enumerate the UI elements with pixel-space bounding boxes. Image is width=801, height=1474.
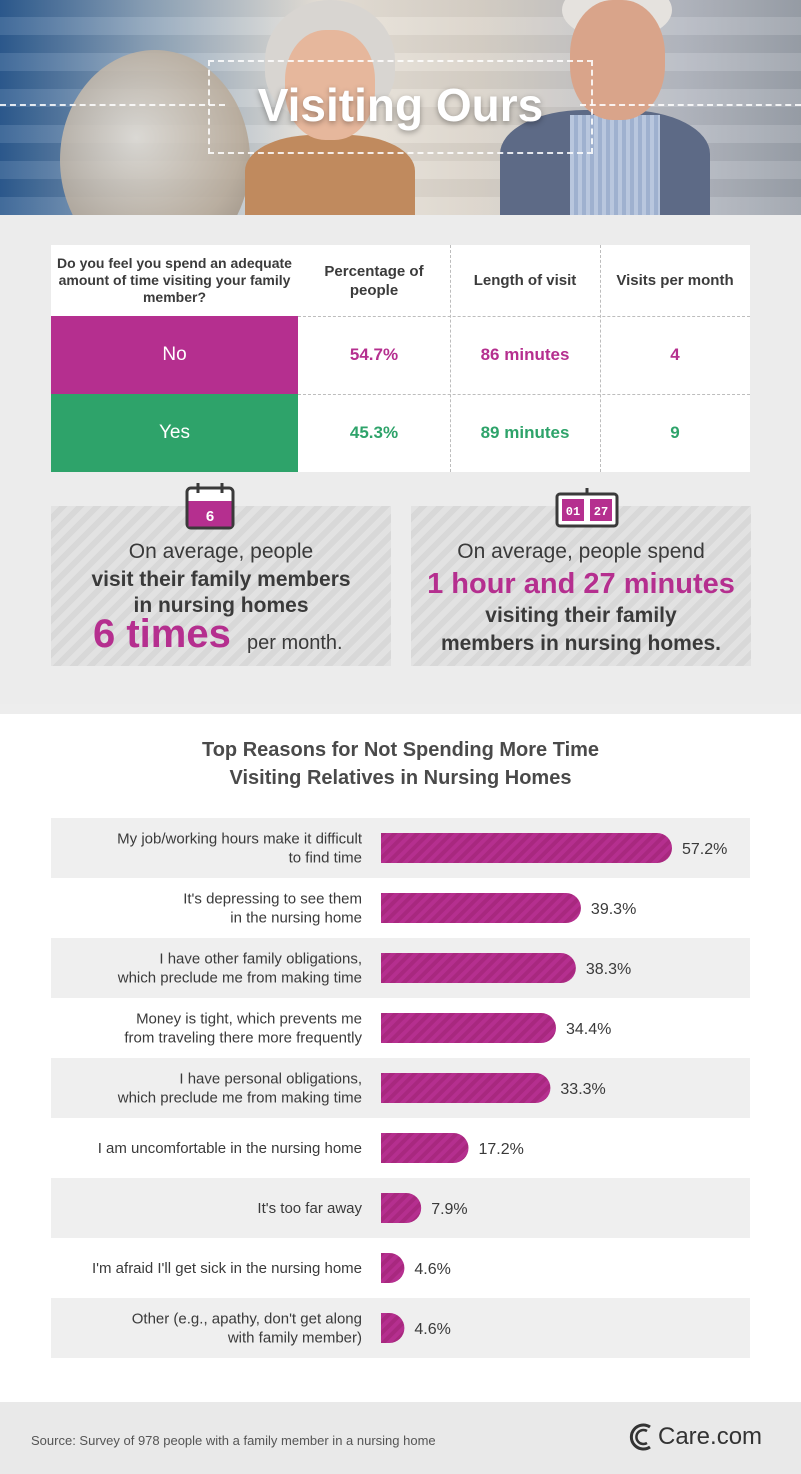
footer: Source: Survey of 978 people with a fami… — [0, 1402, 801, 1474]
row-no-visits: 4 — [670, 345, 680, 364]
value-label: 39.3% — [591, 901, 636, 918]
bar-start-mask — [366, 953, 381, 983]
category-label: It's too far away — [257, 1200, 362, 1217]
bar-start-mask — [366, 1193, 381, 1223]
hero-photo-woman — [245, 0, 415, 215]
page-title: Visiting Ours — [257, 79, 544, 131]
category-label: I'm afraid I'll get sick in the nursing … — [92, 1260, 362, 1277]
visits-table: Do you feel you spend an adequate amount… — [51, 245, 750, 472]
table-divider — [450, 245, 451, 472]
reasons-bar-chart: My job/working hours make it difficult to… — [51, 818, 750, 1358]
hero-dashed-line-right — [580, 104, 801, 106]
time-card-line3: visiting their family — [485, 604, 677, 627]
bar-start-mask — [366, 1253, 381, 1283]
category-label: Money is tight, which prevents me — [136, 1011, 362, 1028]
category-label: in the nursing home — [230, 910, 362, 927]
chart-title-line2: Visiting Relatives in Nursing Homes — [229, 767, 572, 789]
care-logo-icon — [629, 1423, 651, 1451]
value-label: 38.3% — [586, 961, 631, 978]
reasons-chart-section: Top Reasons for Not Spending More Time V… — [0, 714, 801, 1402]
bar — [366, 833, 672, 863]
hero-dashed-frame — [208, 60, 593, 154]
visits-card-line2: visit their family members — [91, 568, 351, 591]
row-label-yes: Yes — [51, 394, 298, 472]
value-label: 17.2% — [479, 1141, 524, 1158]
table-divider — [298, 394, 750, 395]
category-label: I am uncomfortable in the nursing home — [98, 1140, 362, 1157]
average-time-card: On average, people spend 1 hour and 27 m… — [411, 506, 751, 666]
table-divider — [600, 245, 601, 472]
category-label: which preclude me from making time — [117, 970, 362, 987]
value-label: 7.9% — [431, 1201, 467, 1218]
bar-start-mask — [366, 1133, 381, 1163]
calendar-icon: 6 — [185, 483, 235, 530]
category-label: Other (e.g., apathy, don't get along — [132, 1311, 362, 1328]
category-label: with family member) — [227, 1330, 362, 1347]
value-label: 33.3% — [560, 1081, 605, 1098]
bar-start-mask — [366, 893, 381, 923]
category-label: I have other family obligations, — [159, 951, 362, 968]
table-row-no: No 54.7% 86 minutes 4 — [51, 316, 750, 394]
row-label-no: No — [51, 316, 298, 394]
category-label: My job/working hours make it difficult — [117, 831, 363, 848]
bar — [366, 1073, 551, 1103]
chart-title-line1: Top Reasons for Not Spending More Time — [201, 739, 600, 761]
row-yes-visits: 9 — [670, 423, 680, 442]
value-label: 57.2% — [682, 841, 727, 858]
visits-card-highlight: 6 times — [93, 612, 231, 656]
flip-clock-icon: 01 27 — [555, 488, 619, 528]
time-card-line1: On average, people spend — [457, 540, 705, 563]
bar — [366, 893, 581, 923]
table-header-percentage: Percentage of people — [324, 262, 424, 299]
visits-summary-section: Do you feel you spend an adequate amount… — [0, 215, 801, 704]
visits-card-suffix: per month. — [247, 632, 343, 654]
row-yes-percentage: 45.3% — [349, 423, 399, 442]
table-question-header: Do you feel you spend an adequate amount… — [57, 255, 292, 305]
bar — [366, 1133, 469, 1163]
visits-card-line1: On average, people — [128, 540, 314, 563]
bar — [366, 1013, 557, 1043]
clock-icon-hours: 01 — [566, 505, 580, 519]
bar-start-mask — [366, 1313, 381, 1343]
table-header-length: Length of visit — [473, 272, 577, 289]
hero-banner: Visiting Ours — [0, 0, 801, 215]
calendar-icon-number: 6 — [206, 508, 214, 525]
value-label: 34.4% — [566, 1021, 611, 1038]
hero-dashed-line-left — [0, 104, 225, 106]
category-label: which preclude me from making time — [117, 1090, 362, 1107]
value-label: 4.6% — [414, 1261, 450, 1278]
table-divider — [298, 316, 750, 317]
care-logo-text: Care.com — [658, 1423, 763, 1450]
visits-card-line3: in nursing homes — [133, 594, 309, 617]
row-no-percentage: 54.7% — [349, 345, 399, 364]
category-label: from traveling there more frequently — [124, 1030, 362, 1047]
care-logo: Care.com — [628, 1422, 762, 1452]
clock-icon-minutes: 27 — [594, 505, 608, 519]
bar — [366, 953, 576, 983]
time-card-line4: members in nursing homes. — [440, 632, 722, 655]
category-label: It's depressing to see them — [183, 891, 362, 908]
bar-start-mask — [366, 1013, 381, 1043]
row-yes-length: 89 minutes — [480, 423, 570, 442]
source-note: Source: Survey of 978 people with a fami… — [31, 1433, 436, 1448]
table-row-yes: Yes 45.3% 89 minutes 9 — [51, 394, 750, 472]
time-card-highlight: 1 hour and 27 minutes — [427, 568, 735, 600]
category-label: I have personal obligations, — [179, 1071, 362, 1088]
bar-start-mask — [366, 833, 381, 863]
bar-start-mask — [366, 1073, 381, 1103]
hero-photo-blurred-person — [60, 50, 250, 215]
category-label: to find time — [289, 850, 362, 867]
value-label: 4.6% — [414, 1321, 450, 1338]
row-no-length: 86 minutes — [480, 345, 570, 364]
average-visits-card: On average, people visit their family me… — [51, 506, 391, 666]
table-header-visits: Visits per month — [616, 272, 734, 289]
